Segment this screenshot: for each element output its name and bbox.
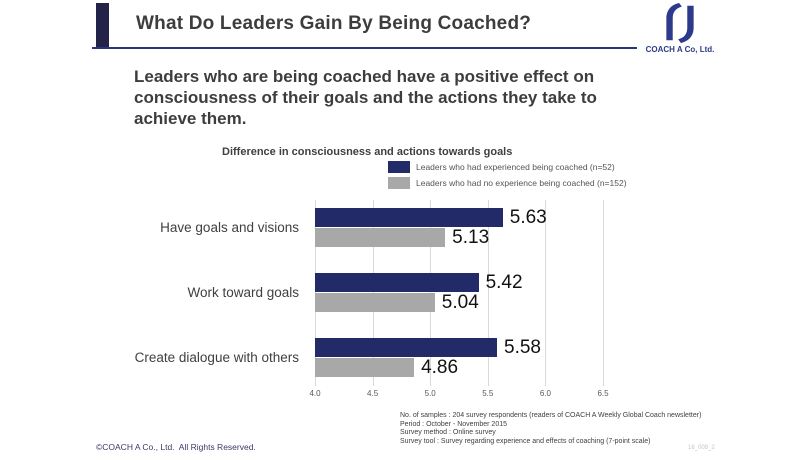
category-label: Create dialogue with others: [134, 350, 299, 365]
chart-legend: Leaders who had experienced being coache…: [388, 160, 627, 192]
bar: [315, 208, 503, 227]
legend-swatch: [388, 161, 410, 173]
chart-title: Difference in consciousness and actions …: [222, 146, 513, 158]
bar-value-label: 4.86: [421, 356, 459, 378]
bar-value-label: 5.13: [452, 226, 490, 248]
x-tick-label: 6.0: [539, 389, 551, 398]
title-accent-bar: [96, 3, 109, 49]
legend-swatch: [388, 177, 410, 189]
gridline: [603, 200, 604, 386]
lead-statement: Leaders who are being coached have a pos…: [134, 67, 597, 128]
x-tick-label: 6.5: [597, 389, 609, 398]
gridline: [487, 200, 489, 386]
x-tick-label: 4.5: [367, 389, 379, 398]
legend-item: Leaders who had no experience being coac…: [388, 176, 627, 190]
bar-value-label: 5.63: [509, 206, 547, 228]
category-label: Work toward goals: [187, 285, 299, 300]
bar-value-label: 5.58: [504, 336, 541, 358]
footnote-line: Survey tool : Survey regarding experienc…: [400, 437, 651, 445]
copyright-text: ©COACH A Co., Ltd. All Rights Reserved.: [96, 442, 256, 452]
coach-a-monogram-icon: [666, 3, 694, 44]
x-tick-label: 5.5: [482, 389, 494, 398]
bar: [315, 293, 435, 312]
footnote-line: Period : October - November 2015: [400, 420, 507, 428]
legend-item: Leaders who had experienced being coache…: [388, 160, 627, 174]
x-tick-label: 5.0: [424, 389, 436, 398]
category-label: Have goals and visions: [160, 220, 299, 235]
bar-value-label: 5.42: [485, 271, 523, 293]
bar: [315, 338, 498, 357]
bar: [315, 358, 415, 377]
legend-label: Leaders who had no experience being coac…: [416, 178, 627, 188]
bar: [315, 228, 446, 247]
doc-number: 16_009_2: [688, 445, 715, 451]
logo-company-name: COACH A Co, Ltd.: [645, 45, 715, 54]
bar-group: 5.58 4.86: [315, 336, 603, 378]
bar: [315, 273, 479, 292]
survey-footnotes: No. of samples : 204 survey respondents …: [400, 412, 760, 446]
chart-plot-area: 5.63 5.13 5.42 5.04 5.58 4.86: [315, 200, 604, 386]
bar-group: 5.42 5.04: [315, 271, 603, 313]
gridline: [545, 200, 547, 386]
header-divider: [92, 47, 637, 49]
bar-group: 5.63 5.13: [315, 206, 603, 248]
page-title: What Do Leaders Gain By Being Coached?: [136, 13, 532, 34]
footnote-line: No. of samples : 204 survey respondents …: [400, 412, 702, 419]
footnote-line: Survey method : Online survey: [400, 429, 496, 437]
bar-value-label: 5.04: [441, 291, 479, 313]
coach-a-logo: COACH A Co, Ltd.: [640, 2, 720, 60]
legend-label: Leaders who had experienced being coache…: [416, 162, 615, 172]
x-tick-label: 4.0: [309, 389, 321, 398]
